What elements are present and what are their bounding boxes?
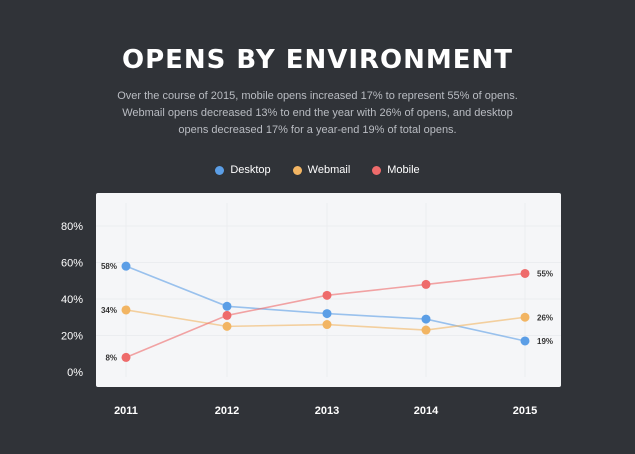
x-tick-label: 2014 xyxy=(414,405,439,417)
legend-label-desktop: Desktop xyxy=(230,164,271,176)
data-point-webmail xyxy=(121,305,131,315)
legend-dot-mobile xyxy=(372,165,382,175)
data-label-webmail: 34% xyxy=(101,306,117,315)
y-tick-label: 60% xyxy=(61,258,83,270)
y-tick-label: 80% xyxy=(61,221,83,233)
data-point-mobile xyxy=(421,279,431,289)
data-label-webmail: 26% xyxy=(537,313,553,322)
data-point-desktop xyxy=(121,261,131,271)
data-point-webmail xyxy=(222,321,232,331)
legend-item-mobile[interactable]: Mobile xyxy=(372,164,420,176)
y-tick-label: 0% xyxy=(67,367,83,379)
plot-area xyxy=(96,193,561,387)
data-point-mobile xyxy=(121,352,131,362)
data-point-mobile xyxy=(222,310,232,320)
y-tick-label: 20% xyxy=(61,331,83,343)
x-tick-label: 2012 xyxy=(215,405,239,417)
legend-label-mobile: Mobile xyxy=(387,164,420,176)
legend: Desktop Webmail Mobile xyxy=(0,164,635,176)
data-point-desktop xyxy=(222,301,232,311)
data-label-mobile: 8% xyxy=(105,353,117,362)
legend-item-webmail[interactable]: Webmail xyxy=(292,164,351,176)
data-label-desktop: 19% xyxy=(537,337,553,346)
data-point-webmail xyxy=(322,320,332,330)
data-label-desktop: 58% xyxy=(101,262,117,271)
chart-title: OPENS BY ENVIRONMENT xyxy=(121,45,514,75)
legend-dot-desktop xyxy=(215,165,225,175)
x-tick-label: 2013 xyxy=(315,405,339,417)
data-point-webmail xyxy=(520,312,530,322)
chart-subtitle: Over the course of 2015, mobile opens in… xyxy=(117,90,518,136)
data-point-desktop xyxy=(520,336,530,346)
legend-label-webmail: Webmail xyxy=(307,164,351,176)
legend-dot-webmail xyxy=(292,165,302,175)
data-point-desktop xyxy=(322,309,332,319)
y-tick-label: 40% xyxy=(61,294,83,306)
x-tick-label: 2011 xyxy=(114,405,138,417)
data-label-mobile: 55% xyxy=(537,269,553,278)
legend-item-desktop[interactable]: Desktop xyxy=(215,164,271,176)
data-point-mobile xyxy=(322,290,332,300)
data-point-webmail xyxy=(421,325,431,335)
data-point-mobile xyxy=(520,268,530,278)
data-point-desktop xyxy=(421,314,431,324)
x-tick-label: 2015 xyxy=(513,405,537,417)
